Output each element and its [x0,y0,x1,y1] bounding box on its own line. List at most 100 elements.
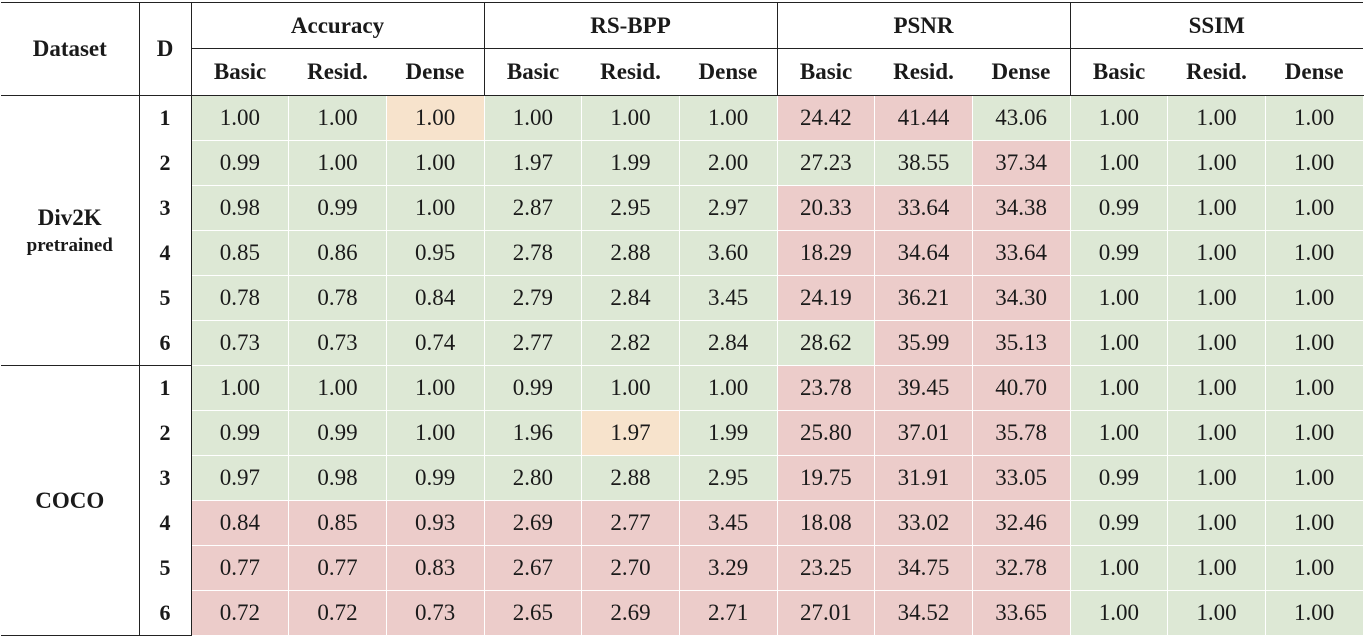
value-cell: 35.13 [971,320,1071,366]
value-cell: 1.00 [1264,365,1364,411]
value-cell: 1.00 [1167,455,1266,501]
value-cell: 0.73 [288,320,387,366]
value-cell: 0.85 [190,230,290,276]
value-cell: 0.73 [190,320,290,366]
value-cell: 0.84 [385,275,485,321]
table-row: COCO 1 1.00 1.00 1.00 0.99 1.00 1.00 23.78 39.45 4… [1,365,1364,636]
header-group-ssim: SSIM [1070,2,1363,49]
subheader-ssim-basic: Basic [1070,48,1168,96]
subheader-row: Basic Resid. Dense Basic Resid. Dense Basic Res… [1,48,1363,96]
value-cell: 2.88 [581,230,680,276]
subheader-psnr-resid: Resid. [874,48,973,96]
value-cell: 0.98 [190,185,290,231]
value-cell: 1.00 [1264,500,1364,546]
value-cell: 2.88 [581,455,680,501]
value-cell: 3.60 [678,230,778,276]
value-cell: 33.65 [971,590,1071,636]
value-cell: 0.99 [190,140,290,186]
value-cell: 0.99 [1069,500,1169,546]
value-cell: 0.77 [190,545,290,591]
value-cell: 1.00 [1069,545,1169,591]
value-cell: 2.84 [581,275,680,321]
value-cell: 0.77 [288,545,387,591]
header-d: D [139,2,192,96]
value-cell: 36.21 [874,275,973,321]
table-row: Div2K pretrained 1 1.00 1.00 1.00 1.00 1.00 1.00… [1,95,1364,366]
header-group-psnr: PSNR [777,2,1071,49]
value-cell: 33.02 [874,500,973,546]
value-cell: 33.64 [971,230,1071,276]
value-cell: 1.00 [385,365,485,411]
subheader-ssim-resid: Resid. [1167,48,1266,96]
value-cell: 0.78 [288,275,387,321]
depth-cell: 5 [139,545,192,591]
subheader-ssim-dense: Dense [1265,48,1363,96]
value-cell: 0.97 [190,455,290,501]
dataset-subtitle: pretrained [26,234,113,256]
value-cell: 34.64 [874,230,973,276]
depth-cell: 1 [139,365,192,411]
value-cell: 0.85 [288,500,387,546]
value-cell: 2.82 [581,320,680,366]
value-cell: 1.00 [190,365,290,411]
value-cell: 25.80 [776,410,876,456]
header-dataset: Dataset [1,2,140,96]
value-cell: 1.00 [1264,455,1364,501]
value-cell: 2.80 [483,455,583,501]
value-cell: 18.29 [776,230,876,276]
value-cell: 1.00 [1167,185,1266,231]
value-cell: 3.29 [678,545,778,591]
depth-cell: 1 [139,95,192,141]
value-cell: 0.83 [385,545,485,591]
value-cell: 1.00 [581,365,680,411]
value-cell: 34.75 [874,545,973,591]
subheader-accuracy-basic: Basic [191,48,289,96]
value-cell: 1.00 [1167,320,1266,366]
header-group-rs-bpp: RS-BPP [484,2,778,49]
value-cell: 34.38 [971,185,1071,231]
dataset-name: COCO [35,487,105,513]
value-cell: 0.99 [1069,230,1169,276]
value-cell: 23.78 [776,365,876,411]
value-cell: 0.99 [190,410,290,456]
value-cell: 37.34 [971,140,1071,186]
value-cell: 1.00 [1069,590,1169,636]
value-cell: 40.70 [971,365,1071,411]
value-cell: 35.99 [874,320,973,366]
value-cell: 2.84 [678,320,778,366]
value-cell: 41.44 [874,95,973,141]
value-cell: 34.30 [971,275,1071,321]
value-cell: 2.70 [581,545,680,591]
value-cell: 1.99 [678,410,778,456]
value-cell: 43.06 [971,95,1071,141]
value-cell: 1.00 [1167,275,1266,321]
dataset-cell: COCO [1,365,140,636]
value-cell: 3.45 [678,500,778,546]
value-cell: 28.62 [776,320,876,366]
value-cell: 20.33 [776,185,876,231]
subheader-psnr-dense: Dense [972,48,1071,96]
table-row: 4 0.85 0.86 0.95 2.78 2.88 3.60 18.29 34.64 33.64… [1,230,1364,276]
value-cell: 19.75 [776,455,876,501]
depth-cell: 6 [139,320,192,366]
value-cell: 1.00 [1069,95,1169,141]
value-cell: 1.00 [1264,545,1364,591]
value-cell: 1.00 [1167,140,1266,186]
value-cell: 3.45 [678,275,778,321]
depth-cell: 2 [139,410,192,456]
value-cell: 1.00 [385,185,485,231]
value-cell: 37.01 [874,410,973,456]
value-cell: 1.00 [1069,320,1169,366]
value-cell: 1.00 [1069,275,1169,321]
table-row: 3 0.97 0.98 0.99 2.80 2.88 2.95 19.75 31.91 33.05… [1,455,1364,501]
value-cell: 2.97 [678,185,778,231]
value-cell: 1.00 [1167,365,1266,411]
value-cell: 34.52 [874,590,973,636]
value-cell: 1.00 [1167,230,1266,276]
value-cell: 1.00 [678,365,778,411]
depth-cell: 3 [139,455,192,501]
value-cell: 2.95 [581,185,680,231]
value-cell: 1.99 [581,140,680,186]
value-cell: 33.05 [971,455,1071,501]
